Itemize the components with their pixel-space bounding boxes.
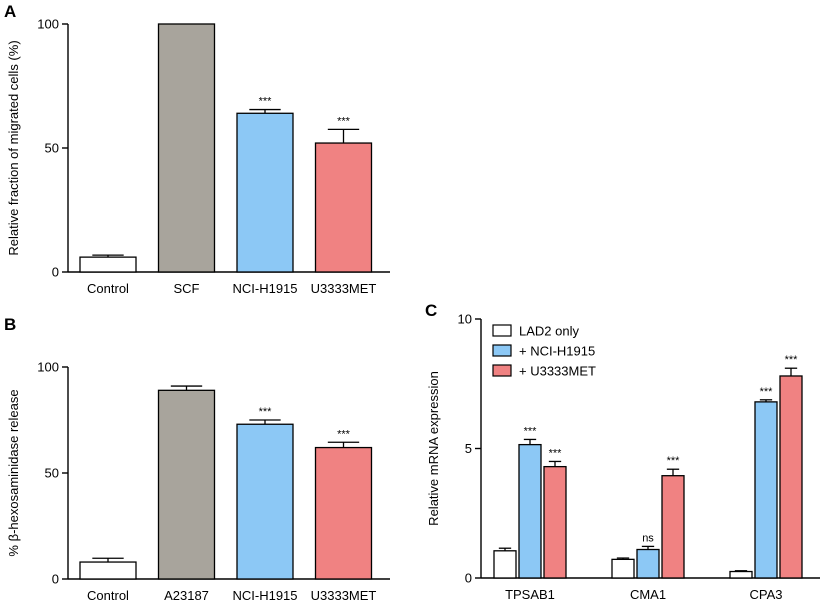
bar-b-3 — [314, 446, 373, 580]
significance-label-b-2: *** — [259, 406, 273, 418]
legend-label-1: + NCI-H1915 — [519, 344, 595, 359]
y-axis-title-b: % β-hexosaminidase release — [6, 389, 21, 556]
significance-label-c-2-2: *** — [785, 354, 799, 366]
category-label-a-2: NCI-H1915 — [232, 281, 297, 296]
category-label-b-1: A23187 — [164, 588, 209, 603]
panel-letter-a: A — [4, 2, 16, 21]
bar-c-1-2 — [661, 475, 685, 579]
y-tick-label-b-100: 100 — [37, 360, 59, 375]
bar-c-0-0 — [493, 550, 517, 579]
significance-label-a-3: *** — [337, 115, 351, 127]
y-tick-label-c-10: 10 — [458, 312, 472, 327]
panel-letter-b: B — [4, 315, 16, 334]
significance-label-c-0-1: *** — [524, 425, 538, 437]
bar-c-2-0 — [729, 570, 753, 579]
bar-a-0 — [79, 256, 137, 273]
bar-c-2-1 — [754, 401, 778, 579]
category-label-b-0: Control — [87, 588, 129, 603]
panel-letter-c: C — [425, 301, 437, 320]
significance-label-a-2: *** — [259, 96, 273, 108]
significance-label-c-1-1: ns — [642, 532, 654, 544]
bar-c-1-1 — [636, 548, 660, 579]
bar-c-0-2 — [543, 465, 567, 579]
legend-swatch-2 — [492, 364, 512, 377]
category-label-a-0: Control — [87, 281, 129, 296]
bar-a-1 — [157, 23, 216, 273]
significance-label-b-3: *** — [337, 428, 351, 440]
category-label-c-0: TPSAB1 — [505, 587, 555, 602]
bar-a-3 — [314, 142, 373, 273]
bar-c-1-0 — [611, 558, 635, 579]
bar-b-0 — [79, 561, 137, 580]
category-label-a-3: U3333MET — [311, 281, 377, 296]
y-axis-title-c: Relative mRNA expression — [426, 371, 441, 526]
significance-label-c-2-1: *** — [760, 386, 774, 398]
legend-swatch-0 — [492, 324, 512, 337]
y-tick-label-a-100: 100 — [37, 17, 59, 32]
y-tick-label-a-50: 50 — [45, 141, 59, 156]
significance-label-c-0-2: *** — [549, 447, 563, 459]
bar-b-1 — [157, 389, 216, 580]
category-label-c-2: CPA3 — [750, 587, 783, 602]
significance-label-c-1-2: *** — [667, 455, 681, 467]
bar-b-2 — [236, 423, 294, 580]
category-label-a-1: SCF — [174, 281, 200, 296]
bar-c-2-2 — [779, 375, 803, 579]
y-tick-label-c-0: 0 — [465, 571, 472, 586]
legend-label-0: LAD2 only — [519, 324, 579, 339]
bar-c-0-1 — [518, 443, 542, 579]
category-label-c-1: CMA1 — [630, 587, 666, 602]
y-tick-label-a-0: 0 — [52, 265, 59, 280]
y-tick-label-c-5: 5 — [465, 441, 472, 456]
y-tick-label-b-0: 0 — [52, 572, 59, 587]
legend-label-2: + U3333MET — [519, 364, 596, 379]
legend-swatch-1 — [492, 344, 512, 357]
y-axis-title-a: Relative fraction of migrated cells (%) — [6, 40, 21, 255]
category-label-b-3: U3333MET — [311, 588, 377, 603]
category-label-b-2: NCI-H1915 — [232, 588, 297, 603]
bar-a-2 — [236, 112, 294, 273]
chart-panel-b: 0 50 100 % β-hexosaminidase release Control A… — [6, 360, 390, 603]
chart-panel-c: 0 5 10 Relative mRNA expression *** *** TPSAB1… — [426, 312, 820, 602]
chart-panel-a: 0 50 100 Relative fraction of migrated cell… — [6, 17, 390, 296]
y-tick-label-b-50: 50 — [45, 466, 59, 481]
